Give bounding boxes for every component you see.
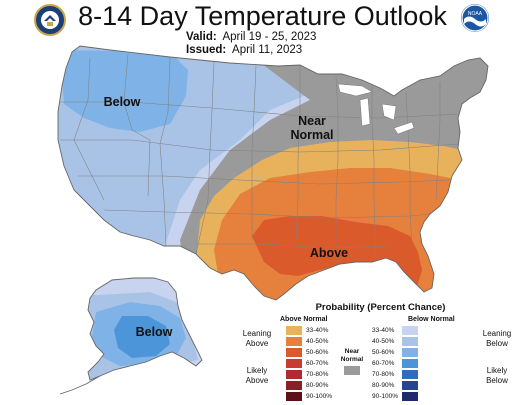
label-above: Above <box>309 246 349 260</box>
legend-above-range: 60-70% <box>306 360 329 367</box>
legend-below-swatch <box>402 381 418 390</box>
lake-superior <box>337 83 373 97</box>
ak-below-60-zone <box>114 316 170 358</box>
legend-above-range: 70-80% <box>306 371 329 378</box>
noaa-logo-text: NOAA <box>468 11 483 17</box>
state-boundaries <box>60 53 461 262</box>
legend-below-range: 50-60% <box>372 349 395 356</box>
above-50-zone <box>252 216 422 290</box>
legend-below-swatch <box>402 326 418 335</box>
legend-above-swatch <box>286 348 302 357</box>
legend-above-swatch <box>286 326 302 335</box>
legend-leaning-above: Leaning Above <box>242 329 272 348</box>
aleutian-islands <box>59 375 101 395</box>
lake-huron <box>381 103 397 121</box>
legend-below-swatch <box>402 392 418 401</box>
label-near-normal: Near Normal <box>290 114 334 142</box>
legend-near-label: Near Normal <box>340 348 364 363</box>
legend-below-swatch <box>402 359 418 368</box>
legend-below-range: 90-100% <box>372 393 399 400</box>
legend-below-swatch <box>402 370 418 379</box>
page-title: 8-14 Day Temperature Outlook <box>78 1 447 31</box>
issued-label: Issued: <box>186 44 227 56</box>
legend-below-range: 60-70% <box>372 360 395 367</box>
legend-above-range: 80-90% <box>306 382 329 389</box>
lake-erie <box>393 121 415 135</box>
noaa-logo-icon: NOAA <box>461 4 489 32</box>
legend-title: Probability (Percent Chance) <box>315 302 446 313</box>
issued-date: April 11, 2023 <box>232 44 303 56</box>
probability-legend: Probability (Percent Chance) Above Norma… <box>236 302 525 405</box>
conus-shading <box>58 46 488 300</box>
legend-likely-above: Likely Above <box>245 366 269 385</box>
legend-above-swatch <box>286 359 302 368</box>
doc-seal-icon <box>34 4 66 36</box>
valid-label: Valid: <box>186 31 217 43</box>
label-below-alaska: Below <box>135 325 173 339</box>
alaska-outline <box>87 277 203 381</box>
legend-likely-below: Likely Below <box>486 366 508 385</box>
legend-below-range: 70-80% <box>372 371 395 378</box>
legend-below-header: Below Normal <box>408 316 455 323</box>
legend-below-range: 40-50% <box>372 338 395 345</box>
legend-above-header: Above Normal <box>280 316 328 323</box>
legend-above-range: 50-60% <box>306 349 329 356</box>
legend-near-swatch <box>344 366 360 375</box>
below-50-zone <box>60 50 188 132</box>
legend-above-range: 90-100% <box>306 393 333 400</box>
issued-date-line: Issued: April 11, 2023 <box>186 44 302 56</box>
legend-above-swatch <box>286 381 302 390</box>
conus-outline <box>57 45 489 301</box>
legend-leaning-below: Leaning Below <box>482 329 512 348</box>
legend-below-swatch <box>402 337 418 346</box>
legend-below-range: 33-40% <box>372 327 395 334</box>
lake-michigan <box>359 97 371 127</box>
valid-date-line: Valid: April 19 - 25, 2023 <box>186 31 316 43</box>
legend-above-range: 40-50% <box>306 338 329 345</box>
legend-below-range: 80-90% <box>372 382 395 389</box>
legend-above-range: 33-40% <box>306 327 329 334</box>
legend-above-swatch <box>286 392 302 401</box>
legend-above-swatch <box>286 370 302 379</box>
valid-date: April 19 - 25, 2023 <box>222 31 317 43</box>
legend-above-swatch <box>286 337 302 346</box>
great-lakes <box>337 83 415 135</box>
legend-below-swatch <box>402 348 418 357</box>
label-below-west: Below <box>103 95 141 109</box>
